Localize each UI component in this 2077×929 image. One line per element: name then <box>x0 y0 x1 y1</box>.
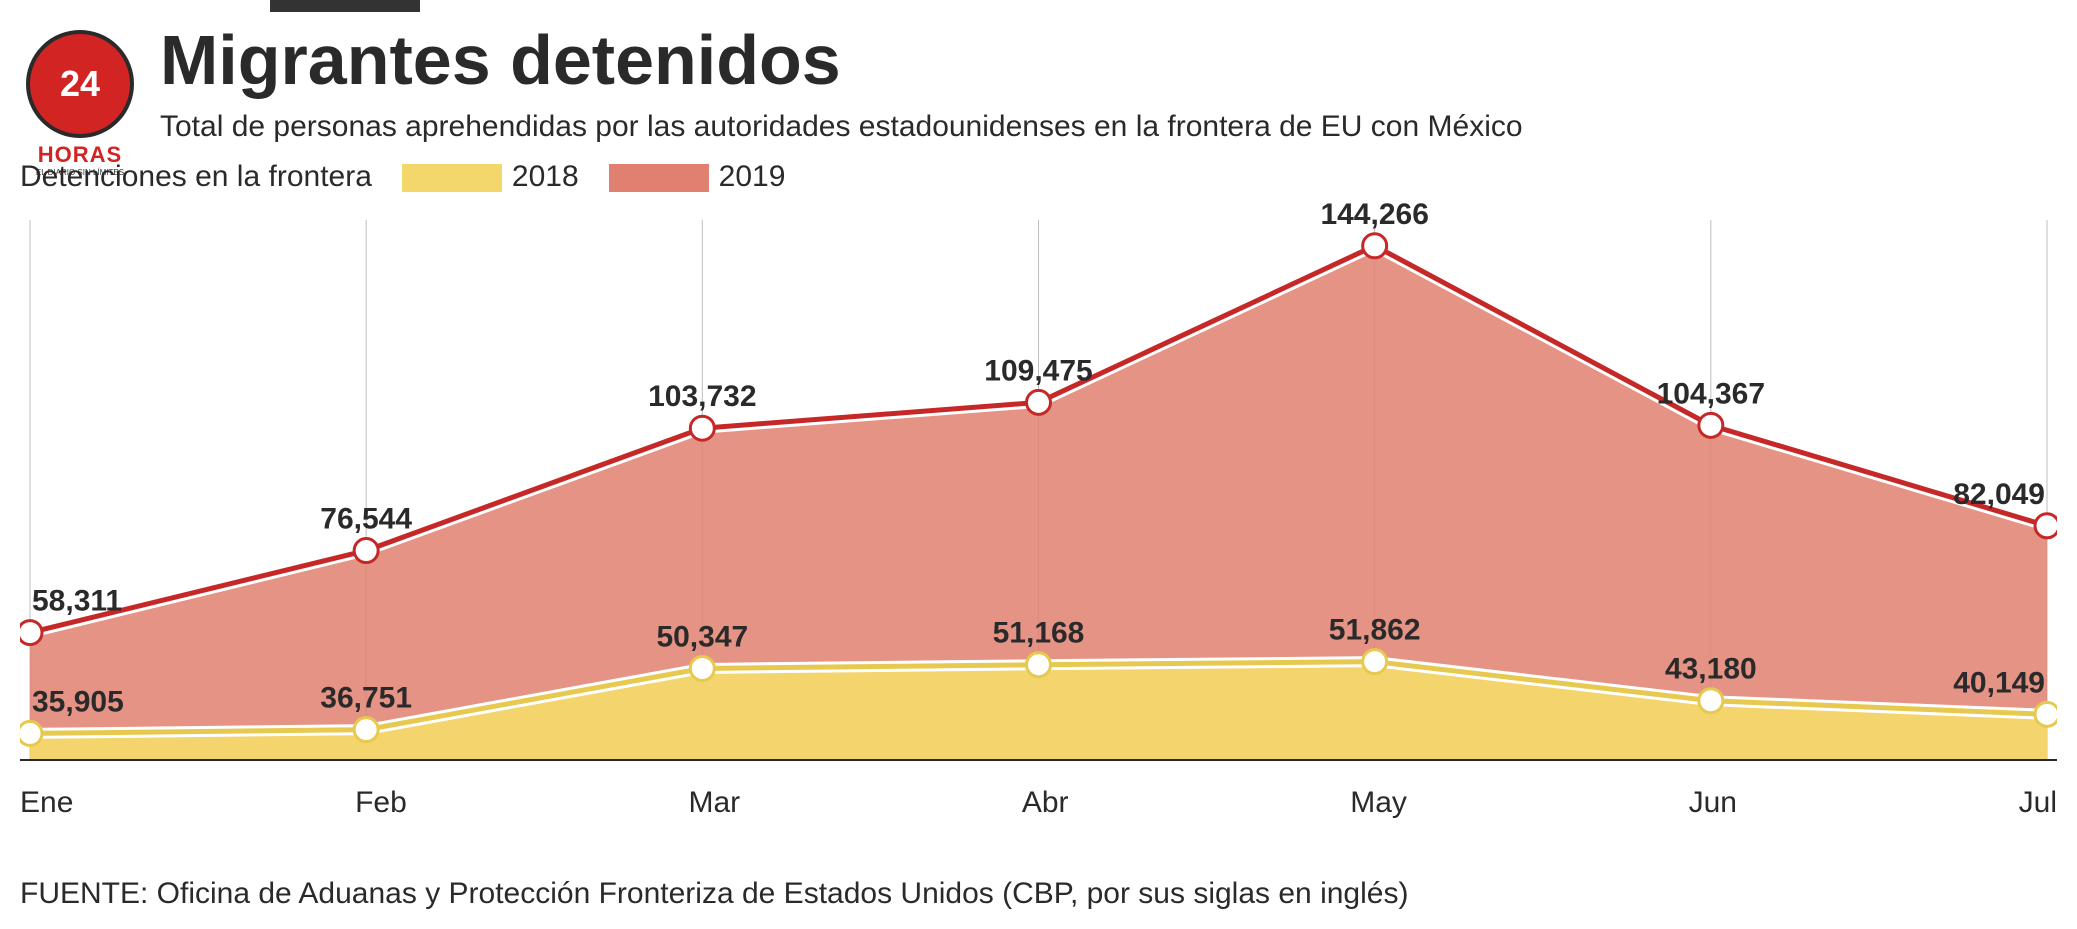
area-chart-svg: 58,311 76,544 103,732 109,475 144,266 104,367… <box>20 200 2057 780</box>
legend-item-2018: 2018 <box>402 160 579 194</box>
top-accent-bar <box>270 0 420 12</box>
source-text: FUENTE: Oficina de Aduanas y Protección … <box>20 877 1408 911</box>
legend-item-2019: 2019 <box>609 160 786 194</box>
x-axis-labels: Ene Feb Mar Abr May Jun Jul <box>20 786 2057 820</box>
svg-text:50,347: 50,347 <box>656 620 748 653</box>
x-tick-label: Abr <box>1022 786 1069 820</box>
svg-text:109,475: 109,475 <box>984 354 1092 387</box>
chart-area: 58,311 76,544 103,732 109,475 144,266 104,367… <box>20 200 2057 820</box>
svg-text:51,862: 51,862 <box>1329 614 1421 647</box>
publisher-logo: 24 HORAS EL DIARIO SIN LÍMITES <box>20 30 140 150</box>
svg-text:35,905: 35,905 <box>32 685 124 718</box>
svg-text:82,049: 82,049 <box>1953 478 2045 511</box>
legend-swatch-2019 <box>609 164 709 192</box>
svg-text:40,149: 40,149 <box>1953 666 2045 699</box>
x-tick-label: Ene <box>20 786 73 820</box>
x-tick-label: Feb <box>355 786 407 820</box>
svg-text:36,751: 36,751 <box>320 682 412 715</box>
svg-text:144,266: 144,266 <box>1320 200 1428 231</box>
legend: Detenciones en la frontera 2018 2019 <box>20 160 785 194</box>
svg-text:76,544: 76,544 <box>320 503 412 536</box>
infographic-container: 24 HORAS EL DIARIO SIN LÍMITES Migrantes… <box>0 0 2077 929</box>
svg-text:58,311: 58,311 <box>32 585 122 618</box>
legend-swatch-2018 <box>402 164 502 192</box>
logo-number: 24 <box>60 63 100 105</box>
logo-badge: 24 <box>26 30 134 138</box>
svg-text:51,168: 51,168 <box>993 617 1085 650</box>
x-tick-label: Jun <box>1689 786 1737 820</box>
x-tick-label: May <box>1350 786 1407 820</box>
legend-title: Detenciones en la frontera <box>20 160 372 194</box>
chart-subtitle: Total de personas aprehendidas por las a… <box>160 110 1523 144</box>
chart-title: Migrantes detenidos <box>160 20 841 100</box>
svg-text:103,732: 103,732 <box>648 380 756 413</box>
x-tick-label: Jul <box>2019 786 2057 820</box>
svg-text:43,180: 43,180 <box>1665 653 1757 686</box>
svg-text:104,367: 104,367 <box>1657 377 1765 410</box>
x-tick-label: Mar <box>688 786 740 820</box>
